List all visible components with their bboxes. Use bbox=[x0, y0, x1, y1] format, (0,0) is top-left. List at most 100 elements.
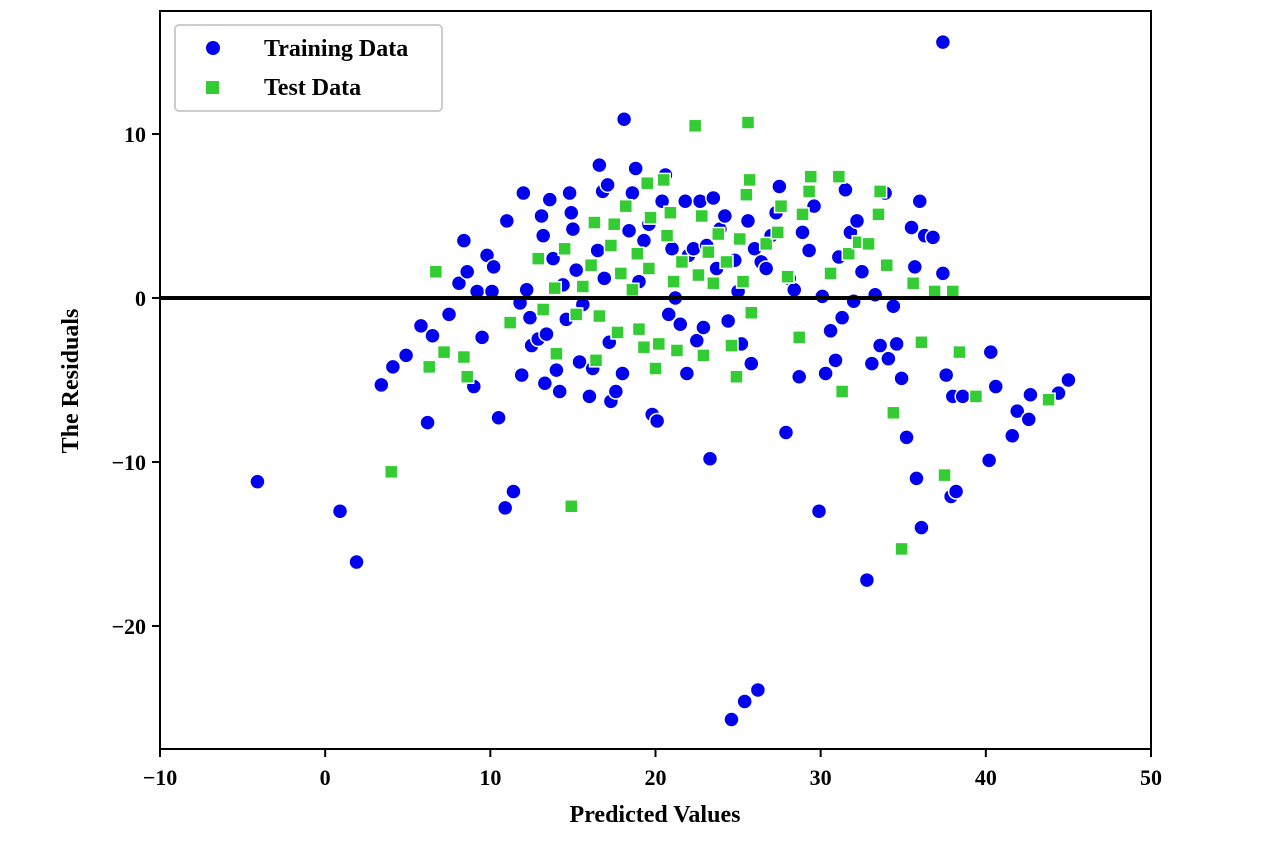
training-data-point bbox=[627, 160, 644, 177]
training-data-point bbox=[538, 325, 555, 343]
y-axis-label: The Residuals bbox=[58, 309, 84, 454]
test-data-point bbox=[841, 246, 856, 261]
training-data-point bbox=[653, 192, 671, 210]
training-data-point bbox=[473, 329, 491, 346]
training-data-point bbox=[1022, 386, 1039, 404]
test-data-point bbox=[719, 254, 734, 270]
test-data-point bbox=[879, 257, 894, 273]
test-data-point bbox=[656, 172, 672, 188]
legend: Training Data Test Data bbox=[174, 24, 443, 112]
training-data-point bbox=[551, 383, 568, 400]
y-tick-label: 10 bbox=[124, 122, 146, 147]
test-data-point bbox=[740, 115, 756, 130]
test-data-point bbox=[803, 169, 819, 184]
training-data-point bbox=[937, 366, 955, 384]
y-axis: −20 −10 0 10 bbox=[111, 122, 160, 639]
training-data-point bbox=[858, 571, 876, 589]
test-data-point bbox=[871, 207, 886, 222]
test-data-point bbox=[666, 274, 681, 289]
test-data-point bbox=[872, 184, 888, 199]
training-data-point bbox=[777, 424, 795, 441]
test-data-point bbox=[894, 541, 909, 557]
test-data-point bbox=[1041, 392, 1056, 407]
training-data-point bbox=[648, 412, 666, 430]
x-tick-label: 50 bbox=[1140, 765, 1162, 790]
test-data-point bbox=[669, 343, 685, 358]
training-data-point bbox=[827, 352, 844, 369]
training-data-point bbox=[794, 224, 811, 241]
test-data-point bbox=[535, 302, 551, 317]
test-data-point bbox=[456, 349, 472, 365]
training-data-point bbox=[749, 681, 767, 699]
test-data-points bbox=[383, 115, 1056, 557]
training-data-point bbox=[440, 306, 458, 323]
training-data-point bbox=[455, 232, 473, 249]
training-data-point bbox=[947, 483, 965, 500]
training-data-point bbox=[589, 242, 606, 259]
test-data-point bbox=[780, 269, 795, 284]
training-data-point bbox=[521, 309, 539, 326]
test-data-point bbox=[834, 384, 850, 399]
y-tick-label: 0 bbox=[135, 286, 146, 311]
training-data-point bbox=[599, 176, 616, 194]
test-data-point bbox=[696, 348, 711, 363]
training-data-point bbox=[705, 189, 722, 207]
test-data-point bbox=[758, 236, 774, 252]
training-data-point bbox=[853, 263, 871, 281]
test-data-point bbox=[592, 308, 607, 324]
y-tick-label: −20 bbox=[111, 614, 146, 639]
training-data-point bbox=[513, 366, 530, 384]
test-data-point bbox=[625, 282, 640, 298]
test-data-point bbox=[610, 325, 625, 340]
training-data-point bbox=[596, 270, 613, 287]
test-data-point bbox=[603, 238, 619, 253]
x-tick-label: 40 bbox=[975, 765, 997, 790]
training-data-point bbox=[536, 375, 554, 392]
test-data-point bbox=[687, 118, 703, 134]
training-data-point bbox=[534, 227, 552, 244]
training-data-point bbox=[1008, 402, 1026, 420]
test-data-point bbox=[886, 405, 901, 421]
test-data-point bbox=[831, 169, 847, 184]
test-data-point bbox=[732, 231, 747, 247]
training-data-point bbox=[954, 388, 971, 405]
training-data-point bbox=[515, 184, 532, 202]
x-axis: −10 0 10 20 30 40 50 bbox=[143, 749, 1162, 790]
training-data-point bbox=[885, 297, 902, 315]
training-data-point bbox=[505, 483, 522, 500]
test-data-point bbox=[564, 499, 579, 514]
training-data-point bbox=[934, 265, 952, 282]
test-data-point bbox=[952, 344, 967, 360]
x-tick-label: 0 bbox=[320, 765, 331, 790]
test-data-point bbox=[711, 226, 726, 242]
training-data-point bbox=[987, 378, 1004, 395]
training-data-point bbox=[757, 260, 775, 277]
training-data-point bbox=[660, 306, 677, 323]
training-data-point bbox=[412, 317, 430, 335]
plot-background bbox=[160, 11, 1151, 749]
test-data-point bbox=[659, 228, 675, 243]
x-tick-label: 30 bbox=[810, 765, 832, 790]
test-data-point bbox=[547, 280, 562, 296]
training-data-point bbox=[348, 553, 365, 571]
test-data-point bbox=[631, 321, 647, 337]
x-tick-label: −10 bbox=[143, 765, 178, 790]
test-data-point bbox=[927, 284, 942, 299]
test-data-point bbox=[530, 251, 546, 266]
training-data-point bbox=[419, 414, 436, 431]
test-data-point bbox=[502, 315, 518, 330]
training-data-point bbox=[490, 409, 507, 426]
training-data-point bbox=[980, 452, 998, 469]
test-data-point bbox=[428, 264, 444, 280]
test-data-point bbox=[643, 210, 658, 225]
test-data-point bbox=[383, 464, 399, 480]
training-data-point bbox=[485, 258, 502, 276]
training-data-point bbox=[424, 327, 441, 344]
training-data-point bbox=[848, 212, 866, 230]
test-data-point bbox=[937, 467, 952, 483]
training-data-point bbox=[450, 274, 468, 292]
training-data-point bbox=[571, 353, 588, 371]
test-data-point bbox=[694, 208, 709, 224]
training-data-point bbox=[544, 250, 562, 267]
training-data-point bbox=[563, 204, 580, 221]
